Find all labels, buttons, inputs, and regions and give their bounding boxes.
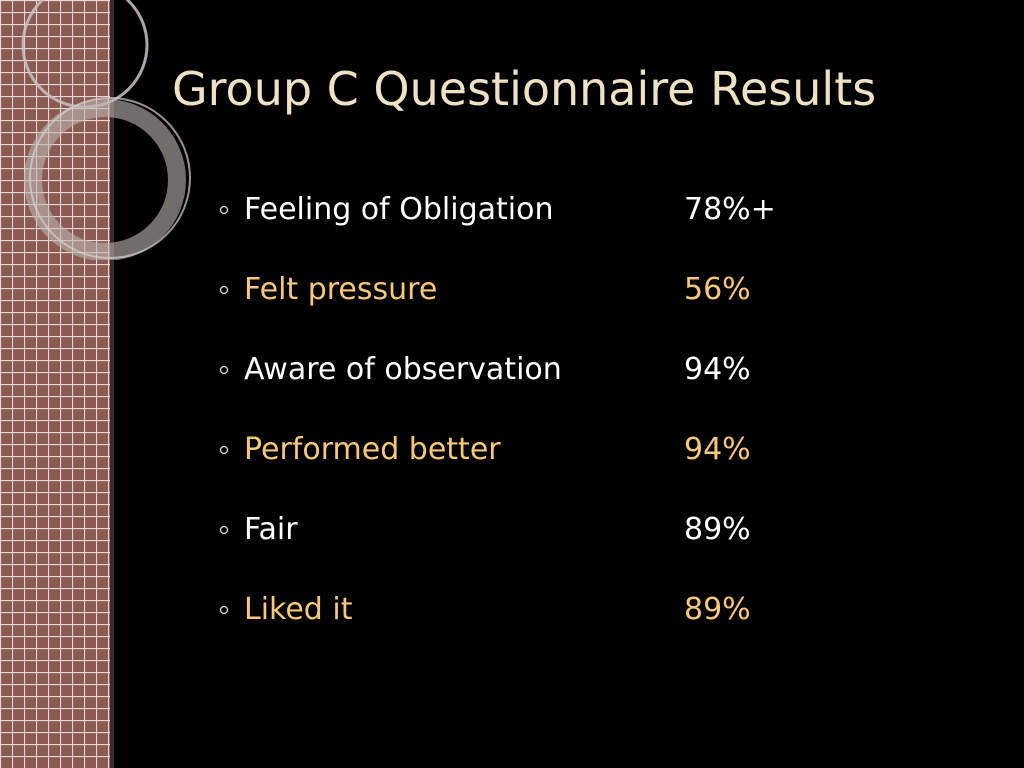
list-item: Performed better 94% bbox=[212, 426, 912, 506]
item-label: Aware of observation bbox=[244, 352, 562, 387]
item-label: Liked it bbox=[244, 592, 353, 627]
item-value: 89% bbox=[684, 512, 751, 547]
item-label: Performed better bbox=[244, 432, 501, 467]
item-label: Felt pressure bbox=[244, 272, 438, 307]
decorative-rings bbox=[21, 0, 191, 260]
item-value: 89% bbox=[684, 592, 751, 627]
item-value: 56% bbox=[684, 272, 751, 307]
list-item: Feeling of Obligation 78%+ bbox=[212, 186, 912, 266]
bullet bbox=[219, 525, 229, 535]
slide-title: Group C Questionnaire Results bbox=[172, 62, 877, 116]
item-label: Fair bbox=[244, 512, 298, 547]
bullet bbox=[219, 205, 229, 215]
list-item: Felt pressure 56% bbox=[212, 266, 912, 346]
list-item: Liked it 89% bbox=[212, 586, 912, 666]
bullet bbox=[219, 285, 229, 295]
item-label: Feeling of Obligation bbox=[244, 192, 554, 227]
list-item: Fair 89% bbox=[212, 506, 912, 586]
bullet bbox=[219, 605, 229, 615]
item-value: 78%+ bbox=[684, 192, 776, 227]
bullet bbox=[219, 445, 229, 455]
list-item: Aware of observation 94% bbox=[212, 346, 912, 426]
bullet bbox=[219, 365, 229, 375]
item-value: 94% bbox=[684, 432, 751, 467]
item-value: 94% bbox=[684, 352, 751, 387]
bullet-list: Feeling of Obligation 78%+ Felt pressure 56… bbox=[212, 186, 912, 666]
